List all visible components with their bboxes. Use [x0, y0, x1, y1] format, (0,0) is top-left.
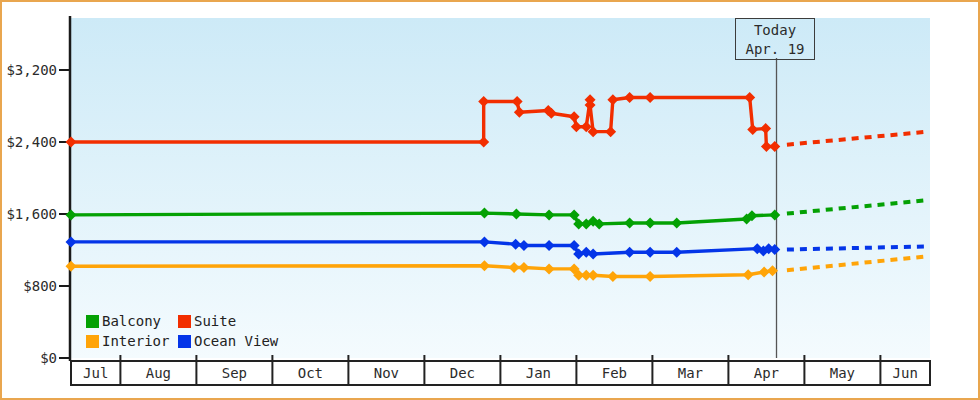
legend-swatch-icon — [178, 315, 191, 328]
legend-label: Balcony — [102, 313, 161, 329]
legend-label: Ocean View — [194, 333, 278, 349]
month-label: Nov — [374, 365, 399, 381]
legend-item-ocean-view: Ocean View — [178, 331, 278, 351]
month-label: Apr — [754, 365, 779, 381]
plot-area — [71, 18, 930, 358]
legend-label: Interior — [102, 333, 169, 349]
today-date: Apr. 19 — [736, 40, 814, 59]
month-label: May — [830, 365, 855, 381]
legend-item-interior: Interior — [86, 331, 178, 351]
plot-background — [71, 18, 930, 358]
y-tick-label: $0 — [40, 350, 57, 366]
today-annotation: Today Apr. 19 — [735, 18, 815, 60]
axes: $0 $800 $1,600 $2,400 $3,200 — [6, 16, 70, 366]
y-tick-label: $800 — [23, 278, 57, 294]
month-label: Oct — [298, 365, 323, 381]
y-tick-label: $3,200 — [6, 62, 57, 78]
legend-item-suite: Suite — [178, 311, 278, 331]
month-label: Mar — [678, 365, 703, 381]
y-tick-label: $2,400 — [6, 134, 57, 150]
price-chart-frame: $0 $800 $1,600 $2,400 $3,200 Jul Aug Sep Oct Nov… — [0, 0, 980, 400]
legend-item-balcony: Balcony — [86, 311, 178, 331]
today-label: Today — [736, 21, 814, 40]
legend-swatch-icon — [178, 335, 191, 348]
month-label: Jan — [526, 365, 551, 381]
legend-label: Suite — [194, 313, 236, 329]
month-label: Dec — [450, 365, 475, 381]
chart-legend: Balcony Suite Interior Ocean View — [86, 311, 278, 351]
month-label: Jun — [893, 365, 918, 381]
y-tick-label: $1,600 — [6, 206, 57, 222]
legend-swatch-icon — [86, 315, 99, 328]
month-label: Aug — [146, 365, 171, 381]
month-label: Sep — [222, 365, 247, 381]
legend-swatch-icon — [86, 335, 99, 348]
month-label: Jul — [83, 365, 108, 381]
month-axis: Jul Aug Sep Oct Nov Dec Jan Feb Mar Apr May Jun — [71, 355, 930, 385]
month-label: Feb — [602, 365, 627, 381]
